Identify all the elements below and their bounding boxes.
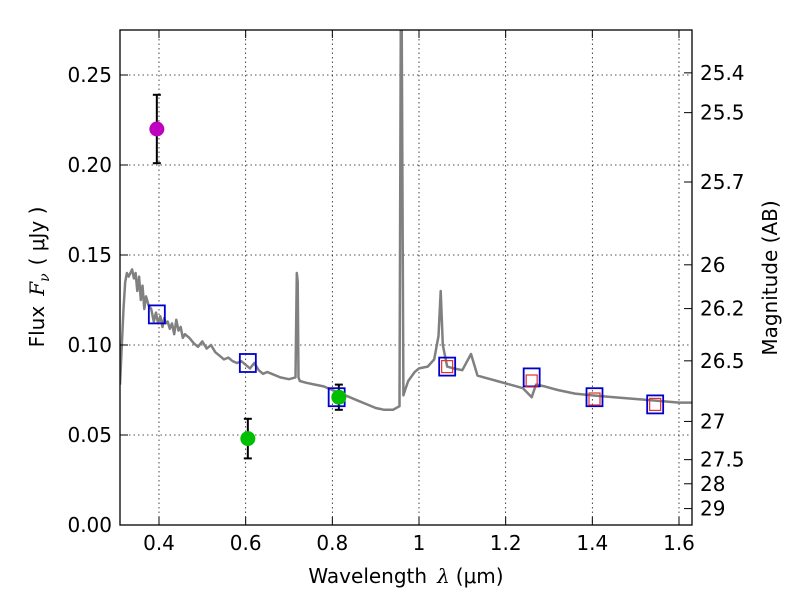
y2-tick-label: 25.7 [700, 170, 745, 194]
blue-square-marker [585, 387, 604, 408]
y-axis-title: FluxFν( μJy ) [25, 207, 53, 348]
blue-square-marker [646, 394, 665, 415]
red-square-marker [441, 360, 454, 374]
y2-tick-label: 25.5 [700, 101, 745, 125]
magenta-circle-marker [149, 121, 165, 137]
y-tick-label: 0.05 [67, 423, 112, 447]
y2-tick-label: 26 [700, 253, 725, 277]
y-tick-label: 0.10 [67, 333, 112, 357]
red-square-marker [649, 397, 662, 411]
blue-square-marker [147, 304, 166, 325]
x-tick-label: 1.6 [663, 531, 695, 555]
y-tick-label: 0.25 [67, 63, 112, 87]
y-axis: 0.00 0.05 0.10 0.15 0.20 0.25 [67, 63, 128, 537]
blue-square-marker [238, 353, 257, 373]
x-tick-label: 0.4 [143, 531, 175, 555]
green-circle-marker [240, 431, 256, 447]
x-axis: 0.4 0.6 0.8 1 1.2 1.4 1.6 [143, 30, 695, 555]
y2-axis-title: Magnitude (AB) [758, 200, 782, 355]
grid-lines [120, 30, 692, 526]
x-tick-label: 0.8 [316, 531, 348, 555]
x-tick-label: 1.4 [576, 531, 608, 555]
blue-square-marker [438, 356, 457, 377]
y2-tick-label: 26.5 [700, 349, 745, 373]
red-square-marker [525, 374, 538, 388]
plot-area [120, 30, 692, 460]
blue-square-marker [522, 367, 541, 388]
y2-tick-label: 29 [700, 497, 725, 521]
markers [147, 93, 665, 460]
x-tick-label: 1 [413, 531, 426, 555]
x-tick-label: 0.6 [230, 531, 262, 555]
red-square-marker [588, 392, 601, 406]
y2-tick-label: 27 [700, 409, 725, 433]
y2-tick-label: 27.5 [700, 448, 745, 472]
y-tick-label: 0.20 [67, 153, 112, 177]
y2-tick-label: 26.2 [700, 297, 745, 321]
x-tick-label: 1.2 [490, 531, 522, 555]
y2-tick-label: 28 [700, 472, 725, 496]
y-tick-label: 0.15 [67, 243, 112, 267]
green-circle-marker [331, 389, 347, 405]
plot-frame [119, 29, 693, 526]
y2-tick-label: 25.4 [700, 61, 745, 85]
x-axis-title: Wavelength λ (μm) [308, 564, 503, 588]
spectrum-line [120, 30, 692, 412]
y-tick-label: 0.00 [67, 513, 112, 537]
